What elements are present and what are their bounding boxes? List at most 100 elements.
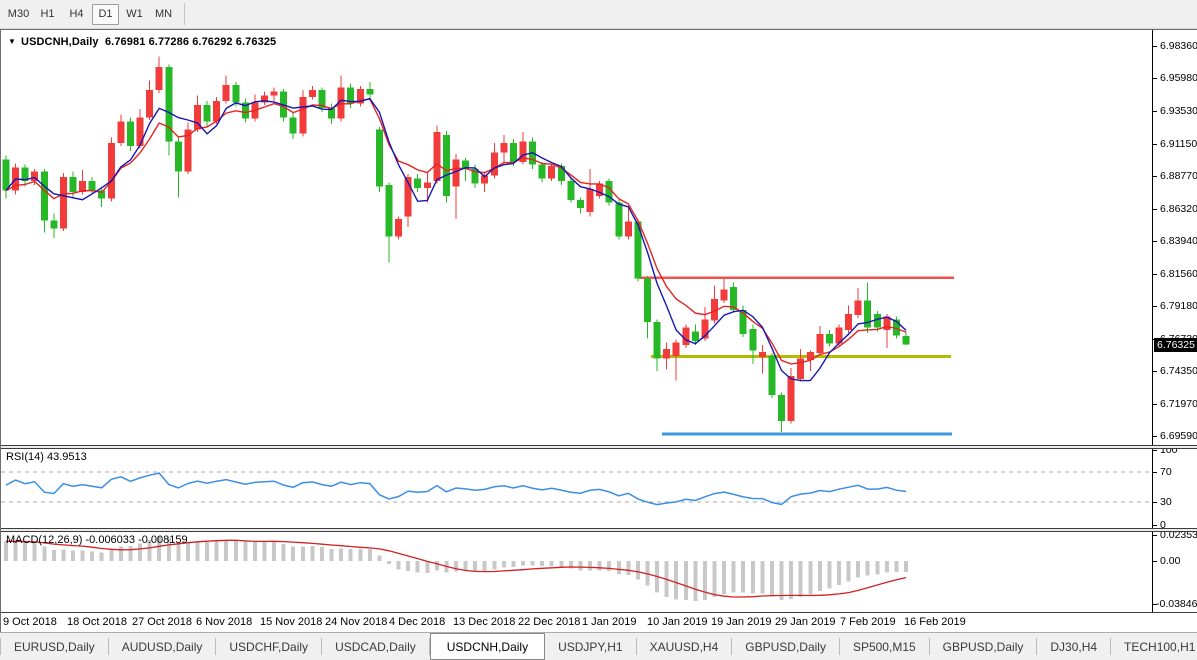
macd-histogram-bar — [329, 548, 334, 561]
rsi-pane[interactable] — [1, 449, 1152, 528]
price-axis-label-tick — [1153, 111, 1157, 112]
candle-body — [739, 309, 747, 335]
timeframe-button-m30[interactable]: M30 — [7, 7, 30, 20]
price-axis-label: 6.71970 — [1160, 398, 1197, 410]
macd-histogram-bar — [166, 538, 171, 561]
chart-tab-usdcnh-active[interactable]: USDCNH,Daily — [429, 633, 546, 660]
price-axis-label: 6.69590 — [1160, 430, 1197, 442]
candle-body — [720, 289, 728, 301]
candle-body — [146, 90, 154, 118]
chart-tab-gbpusd[interactable]: GBPUSD,Daily — [732, 638, 840, 655]
macd-histogram-bar — [157, 536, 162, 561]
macd-pane[interactable] — [1, 532, 1152, 612]
chart-tab-eurusd[interactable]: EURUSD,Daily — [0, 638, 109, 655]
pane-separator[interactable] — [1, 445, 1197, 449]
macd-histogram-bar — [626, 561, 631, 575]
macd-histogram-bar — [588, 561, 593, 571]
date-label: 10 Jan 2019 — [647, 616, 708, 628]
macd-histogram-bar — [836, 561, 841, 586]
chart-window: ▼ USDCNH,Daily 6.76981 6.77286 6.76292 6.… — [0, 29, 1197, 632]
date-label: 16 Feb 2019 — [904, 616, 966, 628]
macd-histogram-bar — [750, 561, 755, 594]
chart-tab-usdchf[interactable]: USDCHF,Daily — [216, 638, 323, 655]
candle-body — [730, 286, 738, 310]
candle-body — [806, 351, 814, 360]
timeframe-toolbar: M30 H1 H4 D1 W1 MN — [0, 0, 1197, 29]
chart-tab-sp500[interactable]: SP500,M15 — [840, 638, 930, 655]
macd-histogram-bar — [683, 561, 688, 601]
timeframe-button-d1[interactable]: D1 — [92, 3, 119, 25]
price-axis-label-tick — [1153, 371, 1157, 372]
rsi-axis-label-tick — [1153, 502, 1157, 503]
macd-histogram-bar — [214, 541, 219, 561]
pane-separator[interactable] — [1, 528, 1197, 532]
toolbar-separator — [184, 3, 185, 25]
chart-tab-gbpusd[interactable]: GBPUSD,Daily — [930, 638, 1038, 655]
macd-histogram-bar — [272, 541, 277, 561]
macd-histogram-bar — [195, 541, 200, 561]
plot-stack — [1, 30, 1152, 632]
candle-body — [787, 376, 795, 421]
timeframe-button-h4[interactable]: H4 — [69, 7, 84, 20]
chart-tab-xauusd[interactable]: XAUUSD,H4 — [637, 638, 733, 655]
rsi-axis-label-tick — [1153, 525, 1157, 526]
macd-histogram-bar — [252, 541, 257, 561]
macd-histogram-bar — [99, 552, 104, 561]
macd-histogram-bar — [109, 549, 114, 561]
candle-body — [155, 67, 163, 91]
candle-body — [2, 159, 10, 191]
timeframe-button-w1[interactable]: W1 — [126, 7, 143, 20]
macd-histogram-bar — [798, 561, 803, 598]
candle-body — [634, 221, 642, 279]
main-chart-pane[interactable] — [1, 30, 1152, 445]
chart-tab-usdjpy[interactable]: USDJPY,H1 — [545, 638, 637, 655]
macd-histogram-bar — [13, 541, 18, 561]
macd-histogram-bar — [138, 543, 143, 561]
timeframe-button-h1[interactable]: H1 — [40, 7, 55, 20]
candle-body — [79, 181, 87, 192]
macd-histogram-bar — [559, 561, 564, 567]
chart-title: ▼ USDCNH,Daily 6.76981 6.77286 6.76292 6.… — [8, 36, 276, 48]
chart-tab-dj30[interactable]: DJ30,H4 — [1037, 638, 1112, 655]
rsi-axis-label: 0 — [1160, 519, 1166, 531]
candle-body — [749, 328, 757, 351]
rsi-axis-label: 30 — [1160, 496, 1172, 508]
date-label: 9 Oct 2018 — [3, 616, 57, 628]
symbol-dropdown-icon[interactable]: ▼ — [8, 37, 17, 46]
chart-tab-usdcad[interactable]: USDCAD,Daily — [322, 638, 430, 655]
candle-body — [490, 152, 498, 176]
date-label: 18 Oct 2018 — [67, 616, 127, 628]
macd-histogram-bar — [722, 561, 727, 595]
macd-histogram-bar — [760, 561, 765, 594]
price-axis-label-tick — [1153, 209, 1157, 210]
candle-body — [605, 181, 613, 203]
candle-body — [222, 84, 230, 102]
macd-histogram-bar — [396, 561, 401, 570]
date-label: 13 Dec 2018 — [453, 616, 516, 628]
candle-body — [835, 327, 843, 344]
price-axis-label: 6.74350 — [1160, 365, 1197, 377]
macd-histogram-bar — [779, 561, 784, 600]
candle-body — [452, 159, 460, 187]
symbol-name: USDCNH,Daily — [21, 36, 99, 48]
candle-body — [538, 164, 546, 179]
chart-tab-tech100[interactable]: TECH100,H1 — [1111, 638, 1197, 655]
timeframe-button-mn[interactable]: MN — [154, 7, 173, 20]
macd-histogram-bar — [473, 561, 478, 572]
candle-body — [643, 278, 651, 322]
date-label: 4 Dec 2018 — [389, 616, 446, 628]
candle-body — [117, 121, 125, 144]
candle-body — [567, 181, 575, 200]
candle-body — [31, 171, 39, 182]
chart-tab-audusd[interactable]: AUDUSD,Daily — [109, 638, 217, 655]
date-axis[interactable]: 9 Oct 2018 18 Oct 2018 27 Oct 2018 6 Nov 20… — [1, 613, 1197, 632]
price-axis-label-tick — [1153, 46, 1157, 47]
candle-body — [385, 185, 393, 237]
macd-histogram-bar — [176, 541, 181, 561]
macd-histogram-bar — [90, 551, 95, 561]
candle-body — [902, 335, 910, 345]
candle-body — [375, 129, 383, 187]
candle-body — [557, 166, 565, 182]
price-axis[interactable]: 6.76325 6.98360 6.95980 6.93530 6.91150 6.88… — [1152, 30, 1197, 612]
macd-histogram-bar — [406, 561, 411, 571]
